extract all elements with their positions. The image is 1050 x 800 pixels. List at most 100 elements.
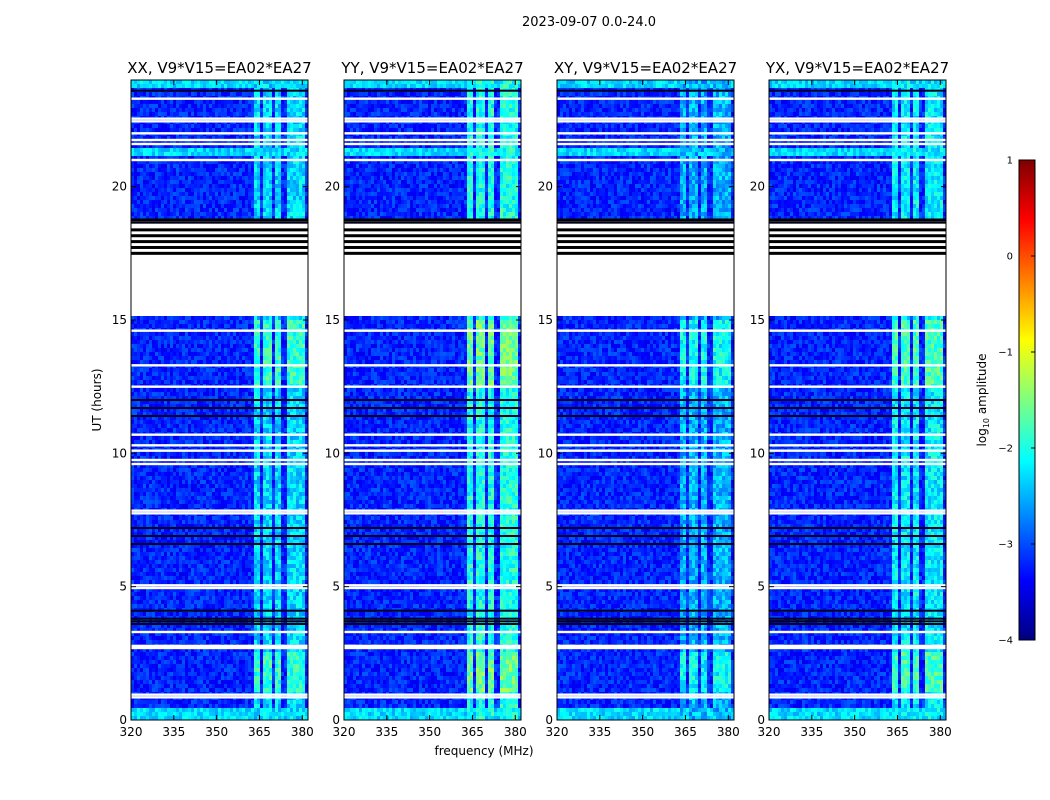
heatmap-cell bbox=[278, 440, 282, 445]
heatmap-cell bbox=[305, 344, 308, 349]
heatmap-cell bbox=[230, 112, 234, 117]
heatmap-cell bbox=[227, 460, 231, 465]
heatmap-cell bbox=[188, 348, 192, 353]
heatmap-cell bbox=[191, 460, 195, 465]
heatmap-cell bbox=[272, 212, 276, 217]
heatmap-cell bbox=[164, 376, 168, 381]
heatmap-cell bbox=[272, 464, 276, 469]
heatmap-cell bbox=[179, 392, 183, 397]
heatmap-cell bbox=[200, 492, 204, 497]
heatmap-cell bbox=[284, 340, 288, 345]
heatmap-cell bbox=[275, 396, 279, 401]
heatmap-cell bbox=[209, 340, 213, 345]
heatmap-cell bbox=[224, 80, 228, 85]
heatmap-cell bbox=[209, 144, 213, 149]
heatmap-cell bbox=[215, 424, 219, 429]
heatmap-cell bbox=[290, 324, 294, 329]
heatmap-cell bbox=[260, 484, 264, 489]
heatmap-cell bbox=[155, 156, 159, 161]
heatmap-cell bbox=[185, 452, 189, 457]
heatmap-cell bbox=[176, 112, 180, 117]
heatmap-cell bbox=[275, 180, 279, 185]
heatmap-cell bbox=[266, 108, 270, 113]
heatmap-cell bbox=[224, 176, 228, 181]
heatmap-cell bbox=[287, 376, 291, 381]
heatmap-cell bbox=[242, 404, 246, 409]
heatmap-cell bbox=[185, 336, 189, 341]
heatmap-cell bbox=[284, 92, 288, 97]
heatmap-cell bbox=[155, 336, 159, 341]
heatmap-cell bbox=[170, 216, 174, 221]
heatmap-cell bbox=[260, 180, 264, 185]
heatmap-cell bbox=[146, 376, 150, 381]
heatmap-cell bbox=[161, 148, 165, 153]
heatmap-cell bbox=[209, 460, 213, 465]
heatmap-cell bbox=[236, 84, 240, 89]
heatmap-cell bbox=[182, 324, 186, 329]
heatmap-cell bbox=[296, 336, 300, 341]
heatmap-cell bbox=[257, 388, 261, 393]
heatmap-cell bbox=[254, 348, 258, 353]
heatmap-cell bbox=[149, 428, 153, 433]
heatmap-cell bbox=[167, 396, 171, 401]
heatmap-cell bbox=[260, 424, 264, 429]
heatmap-cell bbox=[281, 168, 285, 173]
heatmap-cell bbox=[173, 468, 177, 473]
heatmap-cell bbox=[194, 468, 198, 473]
heatmap-cell bbox=[305, 372, 308, 377]
heatmap-cell bbox=[212, 360, 216, 365]
heatmap-cell bbox=[290, 208, 294, 213]
heatmap-cell bbox=[179, 372, 183, 377]
heatmap-cell bbox=[131, 488, 135, 493]
heatmap-cell bbox=[248, 128, 252, 133]
heatmap-cell bbox=[296, 184, 300, 189]
heatmap-cell bbox=[131, 80, 135, 85]
heatmap-cell bbox=[212, 344, 216, 349]
heatmap-cell bbox=[164, 428, 168, 433]
heatmap-cell bbox=[200, 160, 204, 165]
heatmap-cell bbox=[293, 468, 297, 473]
heatmap-cell bbox=[194, 80, 198, 85]
heatmap-cell bbox=[236, 412, 240, 417]
heatmap-cell bbox=[164, 500, 168, 505]
heatmap-cell bbox=[302, 92, 306, 97]
heatmap-cell bbox=[233, 212, 237, 217]
heatmap-cell bbox=[188, 192, 192, 197]
heatmap-cell bbox=[296, 368, 300, 373]
heatmap-cell bbox=[275, 500, 279, 505]
heatmap-cell bbox=[263, 496, 267, 501]
heatmap-cell bbox=[272, 372, 276, 377]
heatmap-cell bbox=[197, 464, 201, 469]
heatmap-cell bbox=[299, 196, 303, 201]
heatmap-cell bbox=[224, 352, 228, 357]
heatmap-cell bbox=[143, 112, 147, 117]
heatmap-cell bbox=[131, 340, 135, 345]
heatmap-cell bbox=[242, 464, 246, 469]
heatmap-cell bbox=[191, 392, 195, 397]
heatmap-cell bbox=[170, 316, 174, 321]
heatmap-cell bbox=[254, 152, 258, 157]
heatmap-cell bbox=[194, 204, 198, 209]
heatmap-cell bbox=[161, 372, 165, 377]
heatmap-cell bbox=[221, 128, 225, 133]
heatmap-cell bbox=[287, 336, 291, 341]
heatmap-cell bbox=[134, 484, 138, 489]
heatmap-cell bbox=[158, 156, 162, 161]
heatmap-cell bbox=[182, 100, 186, 105]
heatmap-cell bbox=[236, 108, 240, 113]
heatmap-cell bbox=[266, 424, 270, 429]
heatmap-cell bbox=[149, 456, 153, 461]
heatmap-cell bbox=[188, 212, 192, 217]
heatmap-cell bbox=[212, 480, 216, 485]
heatmap-cell bbox=[287, 140, 291, 145]
heatmap-cell bbox=[275, 192, 279, 197]
heatmap-cell bbox=[281, 180, 285, 185]
heatmap-cell bbox=[266, 192, 270, 197]
heatmap-cell bbox=[263, 208, 267, 213]
heatmap-cell bbox=[239, 368, 243, 373]
heatmap-cell bbox=[146, 476, 150, 481]
heatmap-cell bbox=[296, 156, 300, 161]
heatmap-cell bbox=[164, 492, 168, 497]
heatmap-cell bbox=[218, 504, 222, 509]
heatmap-cell bbox=[218, 184, 222, 189]
